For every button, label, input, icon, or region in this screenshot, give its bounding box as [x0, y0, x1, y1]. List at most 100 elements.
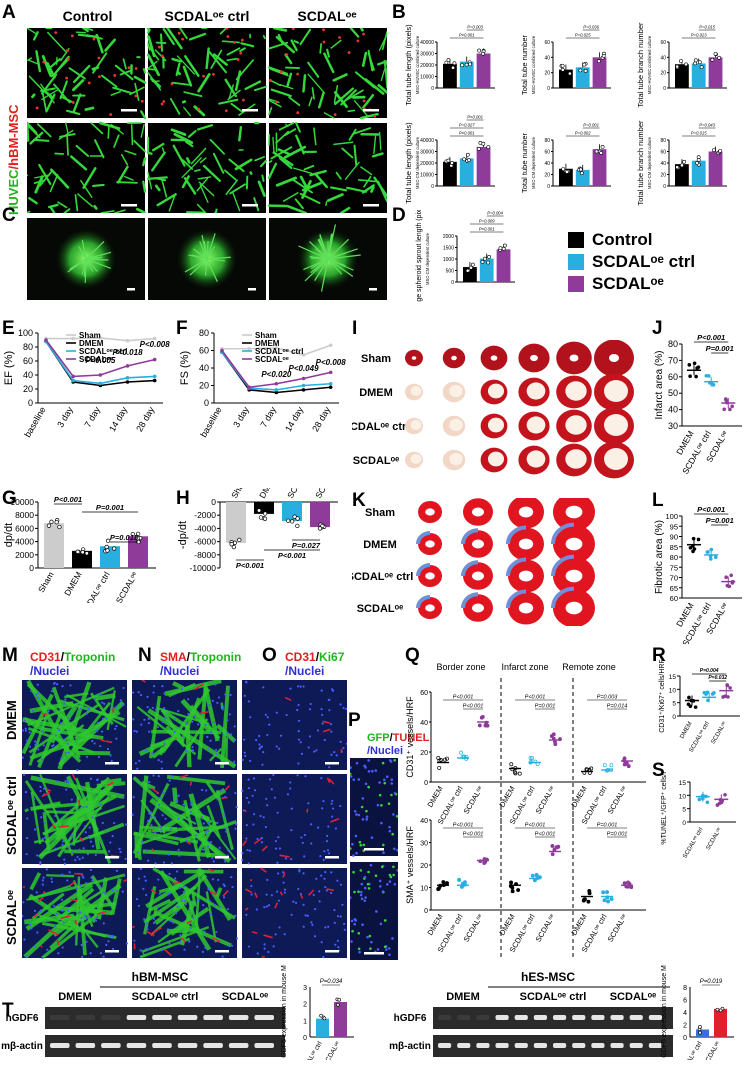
series-point — [329, 385, 333, 389]
nucleus — [322, 722, 324, 724]
nucleus — [315, 749, 317, 751]
y-tick-label: 0 — [663, 86, 666, 92]
nucleus — [211, 857, 213, 859]
lumen — [519, 507, 533, 518]
series-point — [302, 384, 306, 388]
msc-dot — [161, 103, 164, 106]
nucleus — [235, 823, 237, 825]
series-point — [329, 371, 333, 375]
nucleus — [256, 908, 258, 910]
nucleus — [99, 745, 101, 747]
nucleus — [76, 856, 78, 858]
y-tick-label: -2000 — [194, 510, 216, 520]
x-tick-label: SCDALᵒᵉ — [702, 1040, 722, 1060]
p-value: P=0.023 — [691, 33, 707, 38]
nucleus — [93, 742, 95, 744]
nucleus — [177, 818, 179, 820]
y-tick-label: 60 — [199, 346, 209, 356]
nucleus — [174, 731, 176, 733]
vessel-stroke — [195, 170, 200, 171]
nucleus — [393, 759, 396, 762]
y-axis-title: dp/dt — [3, 523, 15, 547]
nucleus — [236, 937, 238, 939]
y-tick-label: 15 — [679, 780, 687, 787]
data-point — [694, 705, 698, 709]
gel-band — [127, 1043, 147, 1048]
nucleus — [310, 703, 312, 705]
nucleus — [178, 795, 180, 797]
panel-n-title: SMA/Troponin/Nuclei — [160, 650, 241, 678]
y-axis-title: CD31⁺ vessels/HRF — [405, 696, 415, 778]
nucleus — [215, 753, 217, 755]
nucleus — [46, 868, 48, 870]
nucleus — [52, 744, 54, 746]
scale-bar — [215, 762, 229, 765]
series-point — [247, 385, 251, 389]
scale-bar — [325, 856, 339, 859]
y-tick-label: 0 — [682, 820, 686, 827]
panel-m-title: CD31/Troponin/Nuclei — [30, 650, 115, 678]
vessel-stroke — [148, 177, 167, 179]
vessel-stroke — [178, 73, 179, 74]
nucleus — [258, 735, 260, 737]
y-tick-label: 60 — [544, 150, 550, 156]
data-point — [606, 896, 609, 899]
gel-band — [203, 1043, 223, 1048]
bar — [576, 67, 590, 88]
gel-title: hBM-MSC — [132, 970, 189, 984]
nucleus — [36, 931, 38, 933]
nucleus — [359, 841, 362, 844]
y-tick-label: 1500 — [443, 246, 454, 252]
msc-dot — [36, 107, 39, 110]
p-value: P=0.001 — [607, 832, 628, 838]
nucleus — [343, 923, 345, 925]
nucleus — [246, 824, 248, 826]
lumen — [566, 538, 583, 551]
data-point — [481, 715, 484, 718]
nucleus — [241, 859, 243, 861]
nucleus — [146, 928, 148, 930]
nucleus — [331, 800, 333, 802]
data-point — [704, 795, 708, 799]
data-point — [610, 764, 613, 767]
infarct-region — [527, 382, 546, 399]
nucleus — [314, 908, 316, 910]
nucleus — [216, 702, 218, 704]
nucleus — [35, 693, 37, 695]
p-value: P=0.036 — [583, 25, 599, 30]
nucleus — [388, 802, 391, 805]
data-point — [479, 860, 482, 863]
nucleus — [112, 835, 114, 837]
p-value: P=0.001 — [96, 503, 124, 512]
msc-dot — [162, 100, 165, 103]
nucleus — [209, 900, 211, 902]
nucleus — [69, 871, 71, 873]
lumen — [472, 540, 484, 549]
nucleus — [354, 919, 357, 922]
nucleus — [332, 807, 334, 809]
nucleus — [258, 743, 260, 745]
data-point — [447, 159, 450, 162]
nucleus — [230, 733, 232, 735]
p-value: P<0.001 — [697, 505, 725, 514]
nucleus — [23, 774, 25, 776]
gel-band — [553, 1015, 566, 1020]
vessel-stroke — [295, 41, 298, 42]
nucleus — [230, 876, 232, 878]
nucleus — [34, 740, 36, 742]
msc-dot — [161, 55, 164, 58]
y-tick-label: 5 — [672, 701, 676, 708]
nucleus — [289, 781, 291, 783]
data-point — [554, 743, 557, 746]
scale-bar — [127, 288, 135, 291]
nucleus — [249, 760, 251, 762]
data-point — [697, 365, 701, 369]
data-point — [689, 704, 693, 708]
nucleus — [33, 798, 35, 800]
panel-c-spheroids — [27, 218, 387, 300]
nucleus — [304, 914, 306, 916]
nucleus — [340, 915, 342, 917]
msc-dot — [363, 99, 366, 102]
